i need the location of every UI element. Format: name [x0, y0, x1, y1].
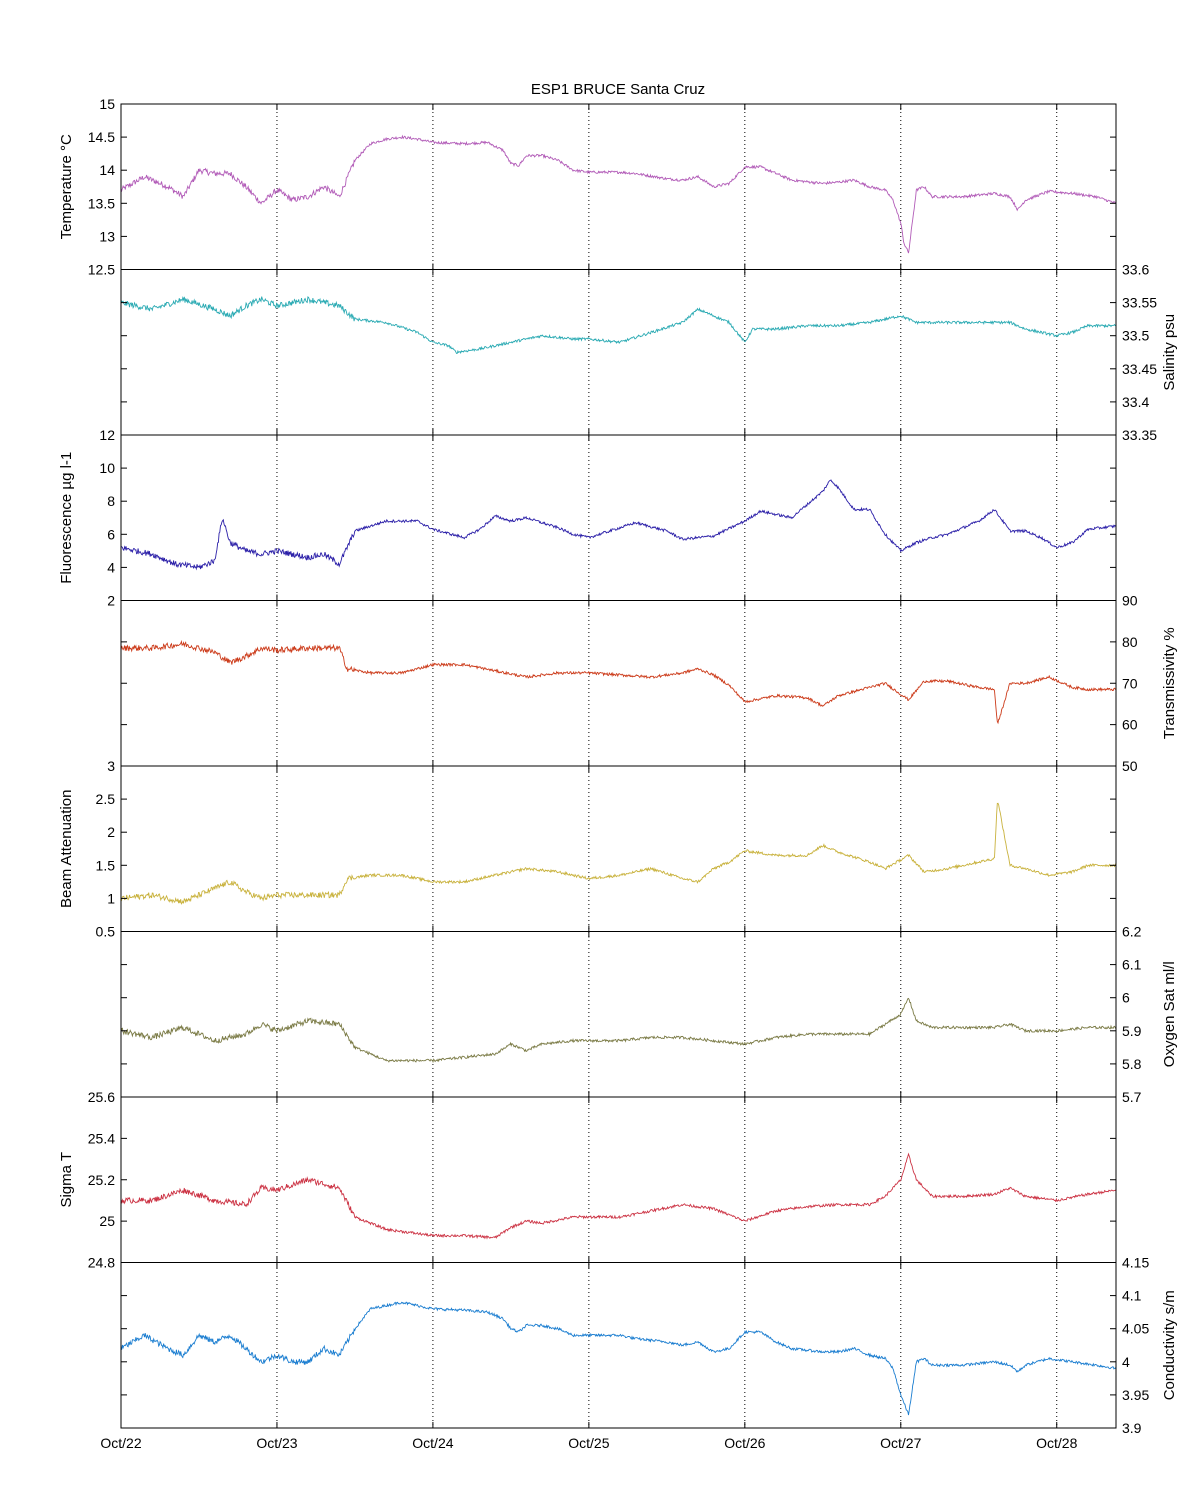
- ytick-label-temperature-2: 13.5: [88, 195, 115, 211]
- vertical-gridlines: [276, 104, 1058, 1428]
- ytick-label-temperature-1: 13: [99, 228, 115, 244]
- xtick-label-0: Oct/22: [100, 1435, 141, 1451]
- xtick-label-5: Oct/27: [880, 1435, 921, 1451]
- ylabel-transmissivity: Transmissivity %: [1161, 627, 1178, 739]
- ytick-label-beam_attenuation-0: 0.5: [96, 924, 116, 940]
- ytick-label-fluorescence-2: 6: [107, 526, 115, 542]
- ytick-label-salinity-4: 33.55: [1122, 295, 1157, 311]
- ylabel-sigma_t: Sigma T: [58, 1152, 75, 1208]
- xtick-label-4: Oct/26: [724, 1435, 765, 1451]
- panel-frame-conductivity: [120, 1262, 1117, 1429]
- series-line-oxygen_sat: [120, 997, 1117, 1064]
- ytick-label-sigma_t-4: 25.6: [88, 1089, 115, 1105]
- ytick-label-transmissivity-3: 80: [1122, 634, 1138, 650]
- ytick-label-salinity-0: 33.35: [1122, 427, 1157, 443]
- ytick-label-conductivity-2: 4: [1122, 1354, 1130, 1370]
- series-line-sigma_t: [120, 1152, 1117, 1240]
- ytick-label-beam_attenuation-2: 1.5: [96, 857, 116, 873]
- ytick-label-salinity-1: 33.4: [1122, 394, 1149, 410]
- ytick-label-conductivity-3: 4.05: [1122, 1321, 1149, 1337]
- panel-frames: [120, 103, 1117, 1429]
- ytick-label-transmissivity-4: 90: [1122, 593, 1138, 609]
- ytick-label-oxygen_sat-3: 6: [1122, 990, 1130, 1006]
- ylabel-salinity: Salinity psu: [1161, 314, 1178, 391]
- xtick-label-6: Oct/28: [1036, 1435, 1077, 1451]
- ytick-label-temperature-0: 12.5: [88, 262, 115, 278]
- ylabel-temperature: Temperature °C: [58, 134, 75, 239]
- xtick-label-3: Oct/25: [568, 1435, 609, 1451]
- ytick-label-salinity-5: 33.6: [1122, 262, 1149, 278]
- ytick-label-sigma_t-2: 25.2: [88, 1172, 115, 1188]
- ytick-label-beam_attenuation-1: 1: [107, 890, 115, 906]
- ytick-label-fluorescence-4: 10: [99, 460, 115, 476]
- ytick-label-conductivity-4: 4.1: [1122, 1288, 1142, 1304]
- ytick-label-oxygen_sat-1: 5.8: [1122, 1056, 1142, 1072]
- ytick-label-oxygen_sat-2: 5.9: [1122, 1023, 1142, 1039]
- ytick-label-transmissivity-1: 60: [1122, 717, 1138, 733]
- ytick-label-sigma_t-1: 25: [99, 1213, 115, 1229]
- ytick-label-conductivity-0: 3.9: [1122, 1420, 1142, 1436]
- ylabel-beam_attenuation: Beam Attenuation: [58, 790, 75, 908]
- xtick-label-2: Oct/24: [412, 1435, 453, 1451]
- series-line-temperature: [120, 134, 1117, 254]
- series-line-salinity: [120, 295, 1117, 354]
- ytick-label-oxygen_sat-5: 6.2: [1122, 924, 1142, 940]
- ytick-label-sigma_t-3: 25.4: [88, 1130, 115, 1146]
- ytick-label-sigma_t-0: 24.8: [88, 1255, 115, 1271]
- ytick-label-oxygen_sat-4: 6.1: [1122, 957, 1142, 973]
- ytick-label-fluorescence-0: 2: [107, 593, 115, 609]
- ytick-label-beam_attenuation-5: 3: [107, 758, 115, 774]
- series-line-beam_attenuation: [120, 802, 1117, 905]
- series-line-fluorescence: [120, 479, 1117, 571]
- xtick-label-1: Oct/23: [256, 1435, 297, 1451]
- ylabel-conductivity: Conductivity s/m: [1161, 1290, 1178, 1400]
- ylabel-oxygen_sat: Oxygen Sat ml/l: [1161, 961, 1178, 1067]
- series-layer: [120, 134, 1117, 1416]
- series-line-conductivity: [120, 1301, 1117, 1416]
- ytick-label-transmissivity-0: 50: [1122, 758, 1138, 774]
- series-line-transmissivity: [120, 639, 1117, 725]
- ytick-label-oxygen_sat-0: 5.7: [1122, 1089, 1142, 1105]
- ytick-label-temperature-5: 15: [99, 96, 115, 112]
- ytick-label-fluorescence-1: 4: [107, 559, 115, 575]
- ytick-label-transmissivity-2: 70: [1122, 675, 1138, 691]
- ytick-label-salinity-3: 33.5: [1122, 328, 1149, 344]
- ytick-label-conductivity-5: 4.15: [1122, 1255, 1149, 1271]
- ytick-label-salinity-2: 33.45: [1122, 361, 1157, 377]
- ytick-label-conductivity-1: 3.95: [1122, 1387, 1149, 1403]
- chart-title: ESP1 BRUCE Santa Cruz: [531, 81, 705, 98]
- ytick-label-fluorescence-3: 8: [107, 493, 115, 509]
- ylabel-fluorescence: Fluorescence µg l-1: [58, 452, 75, 584]
- ytick-label-beam_attenuation-3: 2: [107, 824, 115, 840]
- ytick-label-temperature-4: 14.5: [88, 129, 115, 145]
- ytick-label-beam_attenuation-4: 2.5: [96, 791, 116, 807]
- ytick-label-fluorescence-5: 12: [99, 427, 115, 443]
- ytick-label-temperature-3: 14: [99, 162, 115, 178]
